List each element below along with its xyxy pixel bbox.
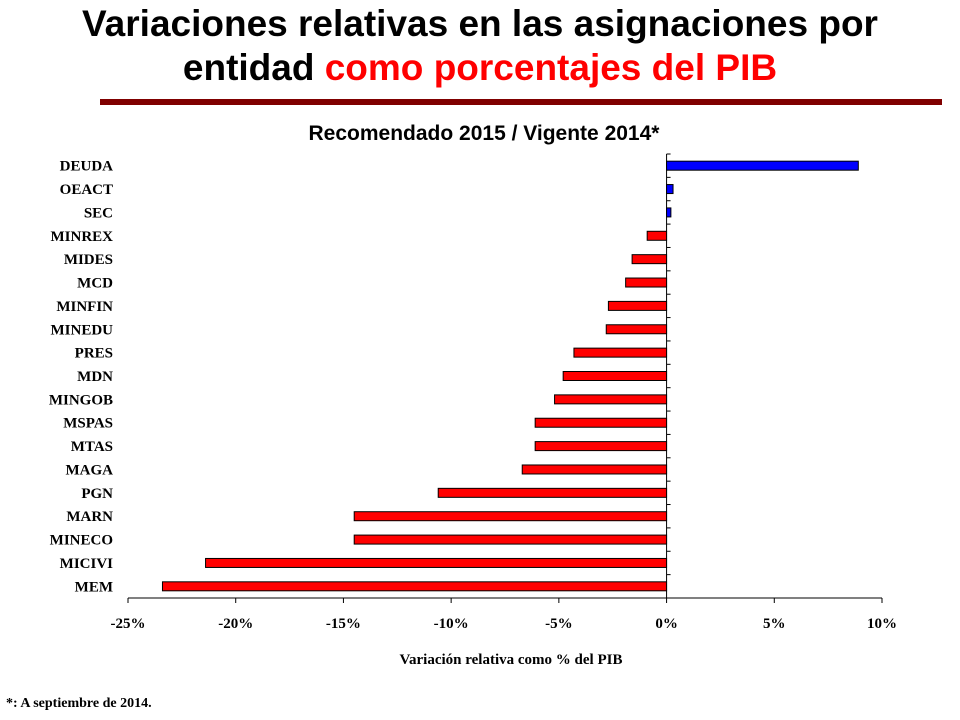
category-label: PGN <box>81 486 113 502</box>
bar-oeact <box>666 184 674 195</box>
x-axis-title: Variación relativa como % del PIB <box>400 652 623 668</box>
category-label: OEACT <box>60 182 113 198</box>
bar-mineco <box>353 534 668 545</box>
category-label: MIDES <box>64 252 113 268</box>
x-tick-label: 0% <box>655 616 678 632</box>
category-label: MAGA <box>66 462 114 478</box>
category-label: PRES <box>75 346 113 362</box>
x-tick-label: -10% <box>434 616 469 632</box>
category-label: MINREX <box>51 229 114 245</box>
category-label: MARN <box>66 509 113 525</box>
bar-mides <box>631 254 668 265</box>
bar-maga <box>521 464 668 475</box>
title-line-2: entidad como porcentajes del PIB <box>0 46 960 90</box>
category-label: DEUDA <box>60 159 114 175</box>
category-label: MICIVI <box>60 556 113 572</box>
x-tick-label: -20% <box>218 616 253 632</box>
bar-mdn <box>562 371 668 381</box>
category-label: MINGOB <box>49 392 113 408</box>
x-tick-label: -25% <box>111 616 146 632</box>
category-label: MINEDU <box>51 322 114 338</box>
bar-mem <box>161 581 668 592</box>
chart-title: Recomendado 2015 / Vigente 2014* <box>308 122 660 145</box>
footnote: *: A septiembre de 2014. <box>6 696 152 711</box>
bar-minfin <box>607 300 668 311</box>
title-divider <box>100 99 942 105</box>
x-tick-label: 5% <box>763 616 786 632</box>
category-label: MEM <box>75 579 113 595</box>
category-label: SEC <box>84 205 113 221</box>
title-line-2-highlight: como porcentajes del PIB <box>324 47 778 88</box>
bar-minrex <box>646 230 668 241</box>
category-label: MINECO <box>50 533 113 549</box>
bar-marn <box>353 511 668 522</box>
category-label: MCD <box>77 276 113 292</box>
title-line-1: Variaciones relativas en las asignacione… <box>82 3 878 44</box>
category-label: MDN <box>77 369 113 385</box>
bar-mcd <box>625 277 668 288</box>
x-tick-label: -15% <box>326 616 361 632</box>
bar-mingob <box>554 394 668 405</box>
slide-title: Variaciones relativas en las asignacione… <box>0 2 960 90</box>
category-label: MSPAS <box>63 416 113 432</box>
bar-deuda <box>666 160 859 171</box>
bar-sec <box>666 207 672 218</box>
bar-micivi <box>205 557 668 568</box>
title-line-2-prefix: entidad <box>182 47 325 88</box>
category-label: MTAS <box>71 439 113 455</box>
bar-mspas <box>534 417 668 428</box>
bar-pgn <box>437 487 668 498</box>
category-label: MINFIN <box>56 299 113 315</box>
bar-pres <box>573 347 668 358</box>
x-tick-label: 10% <box>867 616 897 632</box>
x-tick-label: -5% <box>545 616 573 632</box>
bar-mtas <box>534 441 668 452</box>
chart-title-wrap: Recomendado 2015 / Vigente 2014* <box>4 122 960 146</box>
bar-minedu <box>605 324 668 335</box>
